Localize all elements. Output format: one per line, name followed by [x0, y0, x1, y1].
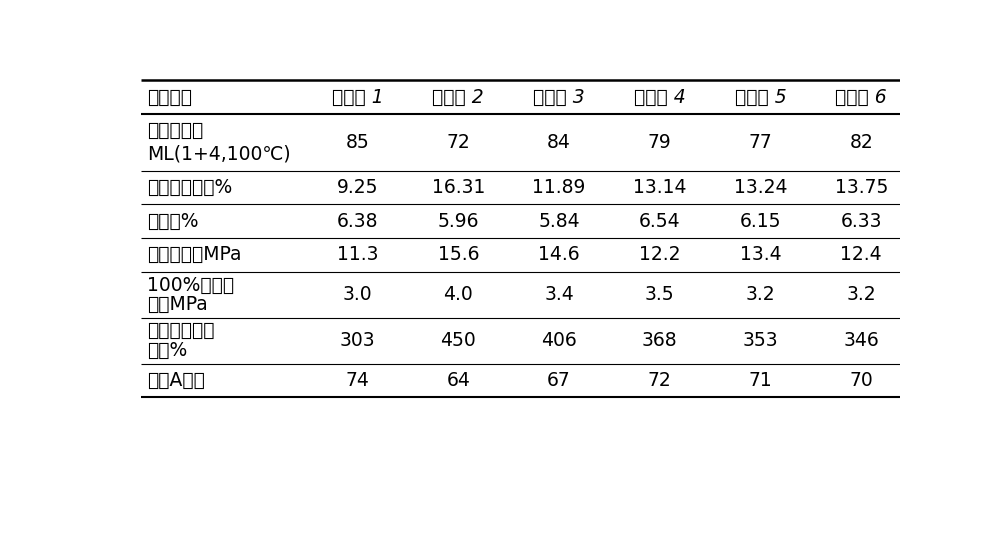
Text: 353: 353 — [743, 331, 778, 350]
Text: ML(1+4,100℃): ML(1+4,100℃) — [147, 145, 290, 164]
Text: 3.2: 3.2 — [746, 285, 775, 304]
Text: 丙酮抚出物，%: 丙酮抚出物，% — [147, 178, 232, 197]
Text: 67: 67 — [547, 371, 571, 390]
Text: 实施例 2: 实施例 2 — [432, 88, 484, 107]
Text: 64: 64 — [446, 371, 470, 390]
Text: 6.54: 6.54 — [639, 212, 681, 231]
Text: 74: 74 — [346, 371, 369, 390]
Text: 6.38: 6.38 — [337, 212, 378, 231]
Text: 3.5: 3.5 — [645, 285, 675, 304]
Text: 实施例 5: 实施例 5 — [735, 88, 786, 107]
Text: 85: 85 — [346, 133, 369, 152]
Text: 12.2: 12.2 — [639, 245, 680, 264]
Text: 6.33: 6.33 — [840, 212, 882, 231]
Text: 13.14: 13.14 — [633, 178, 686, 197]
Text: 9.25: 9.25 — [337, 178, 378, 197]
Text: 12.4: 12.4 — [840, 245, 882, 264]
Text: 5.96: 5.96 — [438, 212, 479, 231]
Text: 13.24: 13.24 — [734, 178, 787, 197]
Text: 82: 82 — [849, 133, 873, 152]
Text: 71: 71 — [749, 371, 772, 390]
Text: 72: 72 — [648, 371, 672, 390]
Text: 368: 368 — [642, 331, 678, 350]
Text: 实施例 6: 实施例 6 — [835, 88, 887, 107]
Text: 84: 84 — [547, 133, 571, 152]
Text: 门尼粘度，: 门尼粘度， — [147, 121, 203, 140]
Text: 率，%: 率，% — [147, 341, 187, 360]
Text: 450: 450 — [440, 331, 476, 350]
Text: 3.2: 3.2 — [846, 285, 876, 304]
Text: 13.4: 13.4 — [740, 245, 781, 264]
Text: 406: 406 — [541, 331, 577, 350]
Text: 实施例 3: 实施例 3 — [533, 88, 585, 107]
Text: 346: 346 — [843, 331, 879, 350]
Text: 邵尔A硬度: 邵尔A硬度 — [147, 371, 205, 390]
Text: 11.89: 11.89 — [532, 178, 586, 197]
Text: 实施例 1: 实施例 1 — [332, 88, 383, 107]
Text: 6.15: 6.15 — [740, 212, 781, 231]
Text: 303: 303 — [340, 331, 375, 350]
Text: 15.6: 15.6 — [438, 245, 479, 264]
Text: 77: 77 — [749, 133, 772, 152]
Text: 3.0: 3.0 — [343, 285, 372, 304]
Text: 72: 72 — [446, 133, 470, 152]
Text: 实施例 4: 实施例 4 — [634, 88, 686, 107]
Text: 测试项目: 测试项目 — [147, 88, 192, 107]
Text: 4.0: 4.0 — [443, 285, 473, 304]
Text: 灰分，%: 灰分，% — [147, 212, 198, 231]
Text: 79: 79 — [648, 133, 672, 152]
Text: 拉伸断裂伸长: 拉伸断裂伸长 — [147, 321, 214, 341]
Text: 力，MPa: 力，MPa — [147, 295, 207, 314]
Text: 13.75: 13.75 — [835, 178, 888, 197]
Text: 70: 70 — [849, 371, 873, 390]
Text: 100%定伸应: 100%定伸应 — [147, 276, 234, 294]
Text: 14.6: 14.6 — [538, 245, 580, 264]
Text: 11.3: 11.3 — [337, 245, 378, 264]
Text: 拉伸强度，MPa: 拉伸强度，MPa — [147, 245, 241, 264]
Text: 3.4: 3.4 — [544, 285, 574, 304]
Text: 16.31: 16.31 — [432, 178, 485, 197]
Text: 5.84: 5.84 — [538, 212, 580, 231]
